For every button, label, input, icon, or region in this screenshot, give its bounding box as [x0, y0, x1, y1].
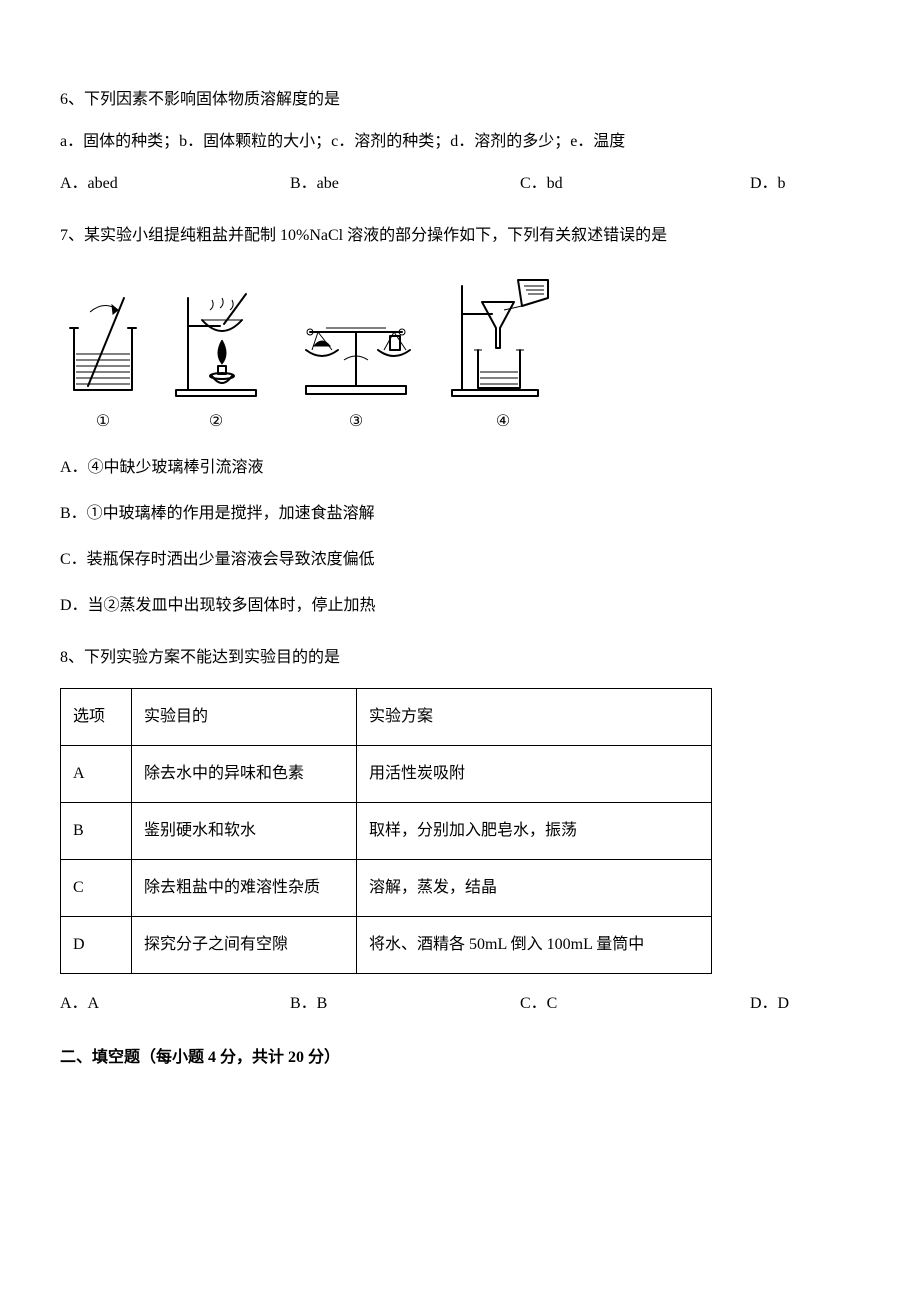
q7-diagram-3: ③ — [286, 290, 426, 434]
q8-stem: 8、下列实验方案不能达到实验目的的是 — [60, 646, 920, 670]
q6-stem: 6、下列因素不影响固体物质溶解度的是 — [60, 88, 920, 112]
q8-th-purpose: 实验目的 — [132, 689, 357, 746]
q8-opt-b: B．B — [290, 992, 520, 1016]
q8-cell-scheme: 取样，分别加入肥皂水，振荡 — [357, 803, 712, 860]
q7-diagrams: ① — [60, 276, 920, 434]
q7-opt-a: A．④中缺少玻璃棒引流溶液 — [60, 456, 920, 480]
beaker-stir-icon — [60, 290, 146, 400]
q7-opt-c: C．装瓶保存时洒出少量溶液会导致浓度偏低 — [60, 548, 920, 572]
q8-th-opt: 选项 — [61, 689, 132, 746]
q7-opt-b: B．①中玻璃棒的作用是搅拌，加速食盐溶解 — [60, 502, 920, 526]
q8-cell-scheme: 用活性炭吸附 — [357, 746, 712, 803]
balance-icon — [286, 290, 426, 400]
table-row: 选项 实验目的 实验方案 — [61, 689, 712, 746]
q8-opt-c: C．C — [520, 992, 750, 1016]
q6-opt-d: D．b — [750, 172, 920, 196]
q8-table: 选项 实验目的 实验方案 A 除去水中的异味和色素 用活性炭吸附 B 鉴别硬水和… — [60, 688, 712, 974]
table-row: C 除去粗盐中的难溶性杂质 溶解，蒸发，结晶 — [61, 860, 712, 917]
q8-cell-opt: C — [61, 860, 132, 917]
q8-cell-scheme: 将水、酒精各 50mL 倒入 100mL 量筒中 — [357, 917, 712, 974]
q7-diagram-4-label: ④ — [496, 410, 510, 434]
q8-th-scheme: 实验方案 — [357, 689, 712, 746]
q7-diagram-2: ② — [168, 280, 264, 434]
q8-cell-purpose: 除去水中的异味和色素 — [132, 746, 357, 803]
q7-diagram-4: ④ — [448, 276, 558, 434]
q7-diagram-2-label: ② — [209, 410, 223, 434]
q8-opt-d: D．D — [750, 992, 920, 1016]
q8-options: A．A B．B C．C D．D — [60, 992, 920, 1016]
q7-opt-d: D．当②蒸发皿中出现较多固体时，停止加热 — [60, 594, 920, 618]
q8-cell-opt: B — [61, 803, 132, 860]
q8-opt-a: A．A — [60, 992, 290, 1016]
q7-diagram-1-label: ① — [96, 410, 110, 434]
q8-cell-scheme: 溶解，蒸发，结晶 — [357, 860, 712, 917]
q6-options: A．abed B．abe C．bd D．b — [60, 172, 920, 196]
table-row: A 除去水中的异味和色素 用活性炭吸附 — [61, 746, 712, 803]
q8-cell-purpose: 探究分子之间有空隙 — [132, 917, 357, 974]
q7-stem: 7、某实验小组提纯粗盐并配制 10%NaCl 溶液的部分操作如下，下列有关叙述错… — [60, 224, 920, 248]
q8-cell-opt: D — [61, 917, 132, 974]
q8-cell-purpose: 除去粗盐中的难溶性杂质 — [132, 860, 357, 917]
table-row: D 探究分子之间有空隙 将水、酒精各 50mL 倒入 100mL 量筒中 — [61, 917, 712, 974]
section-2-header: 二、填空题（每小题 4 分，共计 20 分） — [60, 1046, 920, 1070]
q7-diagram-3-label: ③ — [349, 410, 363, 434]
q8-cell-purpose: 鉴别硬水和软水 — [132, 803, 357, 860]
q7-diagram-1: ① — [60, 290, 146, 434]
q6-opt-c: C．bd — [520, 172, 750, 196]
evaporate-icon — [168, 280, 264, 400]
q6-subline: a．固体的种类；b．固体颗粒的大小；c．溶剂的种类；d．溶剂的多少；e．温度 — [60, 130, 920, 154]
q6-opt-b: B．abe — [290, 172, 520, 196]
q6-opt-a: A．abed — [60, 172, 290, 196]
table-row: B 鉴别硬水和软水 取样，分别加入肥皂水，振荡 — [61, 803, 712, 860]
filter-icon — [448, 276, 558, 400]
q8-cell-opt: A — [61, 746, 132, 803]
